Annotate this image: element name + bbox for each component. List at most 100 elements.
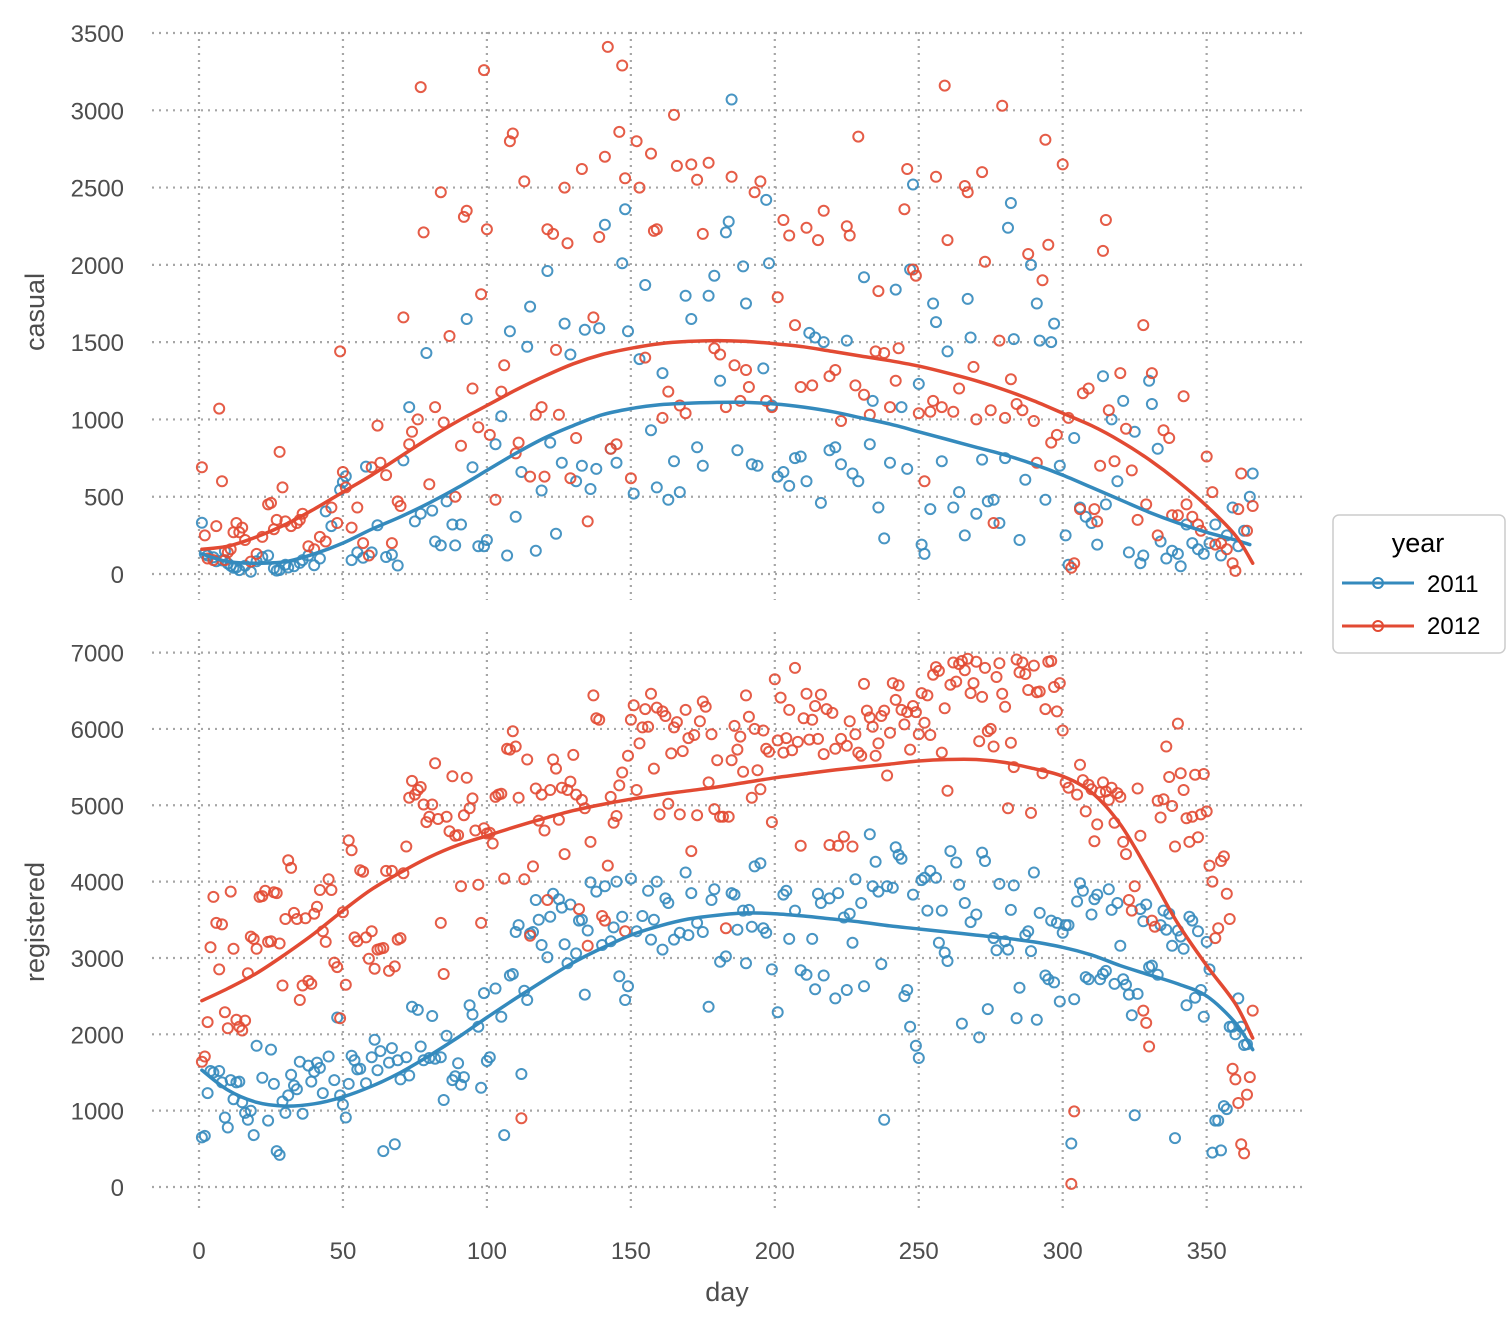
data-point-2011	[1042, 973, 1055, 986]
data-point-2012	[843, 229, 856, 242]
data-point-2011	[475, 1081, 488, 1094]
data-point-2011	[385, 1042, 398, 1055]
data-point-2011	[221, 1121, 234, 1134]
data-point-2012	[930, 170, 942, 183]
data-point-2012	[434, 186, 447, 199]
x-tick-label: 200	[755, 1238, 795, 1265]
data-point-2011	[478, 540, 490, 553]
data-point-2011	[535, 939, 548, 951]
data-point-2012	[719, 922, 732, 935]
data-point-2012	[1102, 404, 1115, 417]
x-tick-label: 250	[899, 1238, 939, 1265]
x-tick-label: 150	[611, 1238, 651, 1265]
data-point-2012	[636, 721, 649, 734]
data-point-2012	[688, 729, 701, 741]
data-point-2012	[984, 722, 997, 735]
data-point-2012	[642, 720, 655, 733]
data-point-2012	[757, 724, 770, 737]
data-point-2011	[1025, 945, 1037, 958]
data-point-2012	[1169, 840, 1181, 853]
data-point-2011	[460, 313, 473, 325]
data-point-2012	[1071, 788, 1084, 801]
data-point-2011	[285, 1068, 298, 1081]
data-point-2012	[935, 401, 948, 414]
data-point-2012	[509, 740, 522, 753]
data-point-2012	[417, 226, 430, 239]
data-point-2012	[1131, 513, 1144, 526]
data-point-2012	[1010, 398, 1023, 410]
data-point-2011	[668, 455, 680, 468]
data-point-2012	[1074, 503, 1086, 516]
data-point-2012	[216, 918, 228, 931]
data-point-2012	[1117, 835, 1130, 848]
data-point-2011	[1212, 1114, 1225, 1127]
data-point-2012	[616, 59, 629, 72]
data-point-2012	[619, 172, 632, 185]
data-point-2012	[466, 792, 479, 805]
data-point-2012	[1102, 793, 1115, 806]
data-point-2012	[849, 728, 862, 741]
data-point-2012	[584, 835, 597, 848]
data-point-2011	[213, 1065, 226, 1077]
data-point-2012	[990, 671, 1003, 683]
data-point-2012	[659, 710, 672, 722]
data-point-2012	[987, 517, 1000, 529]
data-point-2011	[1007, 879, 1020, 892]
data-point-2011	[495, 1010, 508, 1023]
data-point-2012	[947, 656, 960, 669]
data-point-2011	[976, 453, 989, 466]
data-point-2011	[696, 926, 709, 938]
data-point-2012	[858, 677, 870, 690]
data-point-2011	[1197, 1010, 1210, 1023]
data-point-2011	[953, 878, 966, 891]
data-point-2012	[725, 754, 738, 767]
data-point-2012	[475, 916, 488, 929]
data-point-2011	[915, 874, 928, 887]
x-axis-label: day	[705, 1277, 749, 1307]
data-point-2011	[855, 897, 868, 909]
data-point-2011	[1117, 394, 1130, 407]
data-point-2012	[239, 1014, 252, 1027]
legend-entry-2012: 2012	[1342, 613, 1480, 640]
data-point-2012	[607, 816, 620, 829]
data-point-2012	[319, 935, 332, 948]
data-point-2012	[527, 860, 539, 873]
data-point-2011	[1022, 925, 1035, 938]
data-point-2012	[1062, 781, 1075, 794]
data-point-2012	[593, 713, 606, 726]
data-point-2011	[719, 950, 732, 963]
data-point-2011	[941, 345, 954, 358]
data-point-2012	[411, 413, 424, 426]
data-point-2012	[892, 679, 905, 692]
data-point-2011	[1045, 914, 1058, 927]
data-point-2011	[1174, 560, 1187, 573]
data-point-2011	[1137, 549, 1150, 562]
data-point-2012	[210, 916, 223, 929]
data-point-2011	[584, 876, 597, 889]
data-point-2011	[846, 467, 859, 480]
data-point-2012	[371, 419, 384, 432]
data-point-2011	[958, 529, 971, 542]
data-point-2012	[463, 802, 476, 815]
data-point-2011	[558, 317, 571, 330]
data-point-2012	[293, 994, 306, 1006]
data-point-2012	[835, 415, 847, 427]
data-point-2012	[840, 739, 853, 752]
data-point-2012	[336, 466, 349, 478]
data-point-2012	[806, 713, 819, 726]
data-point-2012	[1151, 794, 1164, 807]
data-point-2012	[573, 903, 585, 916]
data-point-2012	[921, 689, 934, 702]
data-point-2011	[777, 466, 790, 478]
data-point-2012	[679, 703, 692, 716]
data-point-2012	[789, 319, 801, 332]
data-point-2012	[489, 790, 502, 803]
data-point-2012	[1082, 382, 1095, 395]
data-point-2011	[262, 1114, 275, 1127]
data-point-2012	[630, 135, 643, 148]
data-point-2012	[812, 234, 824, 247]
data-point-2011	[1189, 991, 1202, 1004]
data-point-2011	[941, 955, 954, 967]
data-point-2012	[996, 99, 1009, 112]
